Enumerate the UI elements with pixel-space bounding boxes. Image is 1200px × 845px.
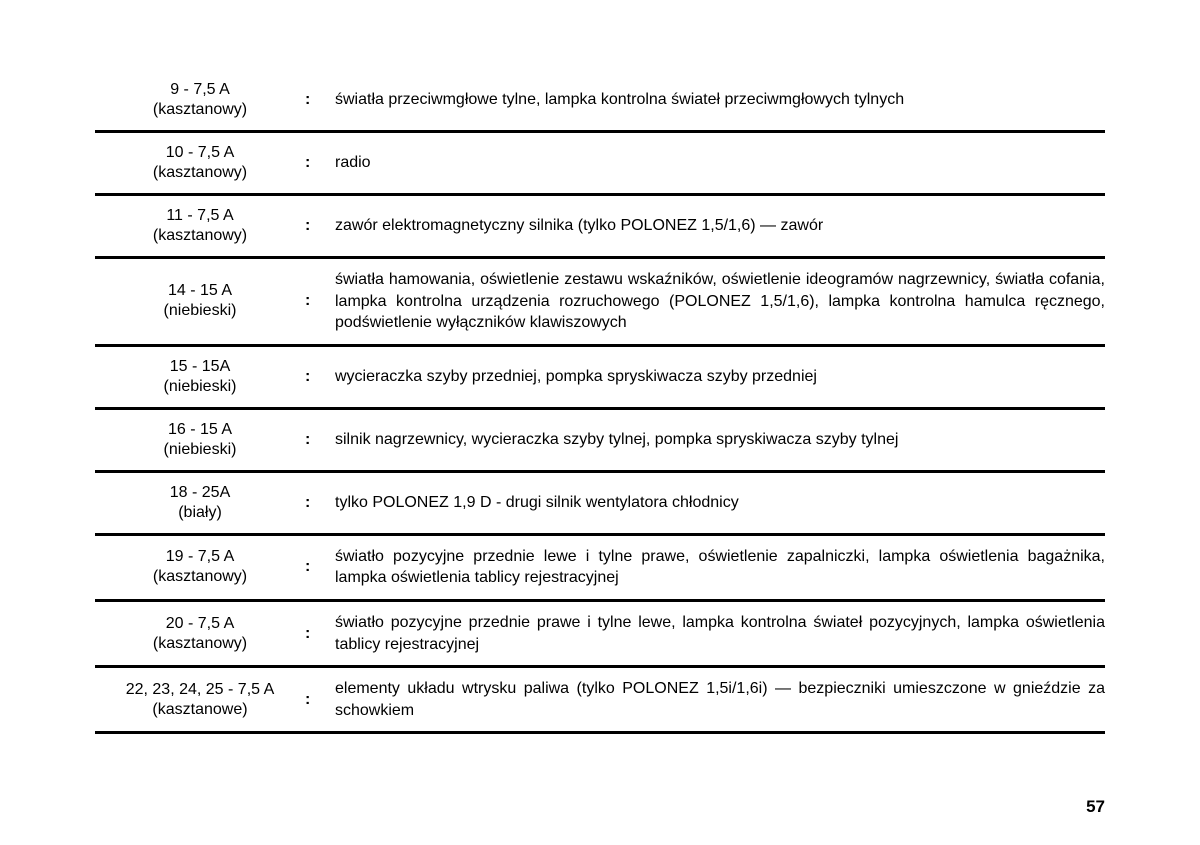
- fuse-color: (kasztanowy): [153, 227, 247, 244]
- page-container: 9 - 7,5 A (kasztanowy) : światła przeciw…: [0, 0, 1200, 734]
- table-row: 20 - 7,5 A (kasztanowy) : światło pozycy…: [95, 602, 1105, 668]
- fuse-rating: 20 - 7,5 A: [166, 615, 235, 632]
- fuse-color: (kasztanowy): [153, 164, 247, 181]
- fuse-description: silnik nagrzewnicy, wycieraczka szyby ty…: [335, 429, 1105, 451]
- fuse-label: 18 - 25A (biały): [95, 483, 305, 523]
- table-row: 9 - 7,5 A (kasztanowy) : światła przeciw…: [95, 70, 1105, 133]
- colon-separator: :: [305, 431, 335, 449]
- colon-separator: :: [305, 154, 335, 172]
- fuse-label: 14 - 15 A (niebieski): [95, 281, 305, 321]
- fuse-rating: 22, 23, 24, 25 - 7,5 A: [126, 681, 275, 698]
- fuse-label: 10 - 7,5 A (kasztanowy): [95, 143, 305, 183]
- fuse-rating: 16 - 15 A: [168, 421, 232, 438]
- fuse-rating: 15 - 15A: [170, 358, 230, 375]
- colon-separator: :: [305, 91, 335, 109]
- fuse-description: światło pozycyjne przednie prawe i tylne…: [335, 612, 1105, 655]
- table-row: 11 - 7,5 A (kasztanowy) : zawór elektrom…: [95, 196, 1105, 259]
- fuse-description: światła przeciwmgłowe tylne, lampka kont…: [335, 89, 1105, 111]
- fuse-color: (kasztanowy): [153, 635, 247, 652]
- fuse-color: (kasztanowy): [153, 568, 247, 585]
- fuse-description: tylko POLONEZ 1,9 D - drugi silnik wenty…: [335, 492, 1105, 514]
- fuse-color: (kasztanowy): [153, 101, 247, 118]
- table-row: 15 - 15A (niebieski) : wycieraczka szyby…: [95, 347, 1105, 410]
- colon-separator: :: [305, 217, 335, 235]
- table-row: 10 - 7,5 A (kasztanowy) : radio: [95, 133, 1105, 196]
- fuse-label: 22, 23, 24, 25 - 7,5 A (kasztanowe): [95, 680, 305, 720]
- table-row: 19 - 7,5 A (kasztanowy) : światło pozycy…: [95, 536, 1105, 602]
- fuse-rating: 18 - 25A: [170, 484, 230, 501]
- fuse-rating: 9 - 7,5 A: [170, 81, 230, 98]
- table-row: 18 - 25A (biały) : tylko POLONEZ 1,9 D -…: [95, 473, 1105, 536]
- fuse-color: (kasztanowe): [152, 701, 247, 718]
- colon-separator: :: [305, 691, 335, 709]
- fuse-rating: 14 - 15 A: [168, 282, 232, 299]
- fuse-color: (niebieski): [164, 441, 237, 458]
- fuse-description: elementy układu wtrysku paliwa (tylko PO…: [335, 678, 1105, 721]
- fuse-color: (niebieski): [164, 302, 237, 319]
- fuse-rating: 10 - 7,5 A: [166, 144, 235, 161]
- fuse-description: radio: [335, 152, 1105, 174]
- fuse-label: 11 - 7,5 A (kasztanowy): [95, 206, 305, 246]
- fuse-description: światło pozycyjne przednie lewe i tylne …: [335, 546, 1105, 589]
- fuse-rating: 19 - 7,5 A: [166, 548, 235, 565]
- fuse-label: 20 - 7,5 A (kasztanowy): [95, 614, 305, 654]
- colon-separator: :: [305, 292, 335, 310]
- colon-separator: :: [305, 494, 335, 512]
- table-row: 14 - 15 A (niebieski) : światła hamowani…: [95, 259, 1105, 347]
- fuse-color: (biały): [178, 504, 222, 521]
- fuse-description: zawór elektromagnetyczny silnika (tylko …: [335, 215, 1105, 237]
- colon-separator: :: [305, 368, 335, 386]
- fuse-rating: 11 - 7,5 A: [166, 207, 233, 224]
- table-row: 22, 23, 24, 25 - 7,5 A (kasztanowe) : el…: [95, 668, 1105, 734]
- fuse-color: (niebieski): [164, 378, 237, 395]
- colon-separator: :: [305, 558, 335, 576]
- fuse-label: 9 - 7,5 A (kasztanowy): [95, 80, 305, 120]
- page-number: 57: [1086, 797, 1105, 817]
- fuse-label: 19 - 7,5 A (kasztanowy): [95, 547, 305, 587]
- fuse-label: 16 - 15 A (niebieski): [95, 420, 305, 460]
- fuse-description: wycieraczka szyby przedniej, pompka spry…: [335, 366, 1105, 388]
- table-row: 16 - 15 A (niebieski) : silnik nagrzewni…: [95, 410, 1105, 473]
- fuse-label: 15 - 15A (niebieski): [95, 357, 305, 397]
- fuse-description: światła hamowania, oświetlenie zestawu w…: [335, 269, 1105, 334]
- colon-separator: :: [305, 625, 335, 643]
